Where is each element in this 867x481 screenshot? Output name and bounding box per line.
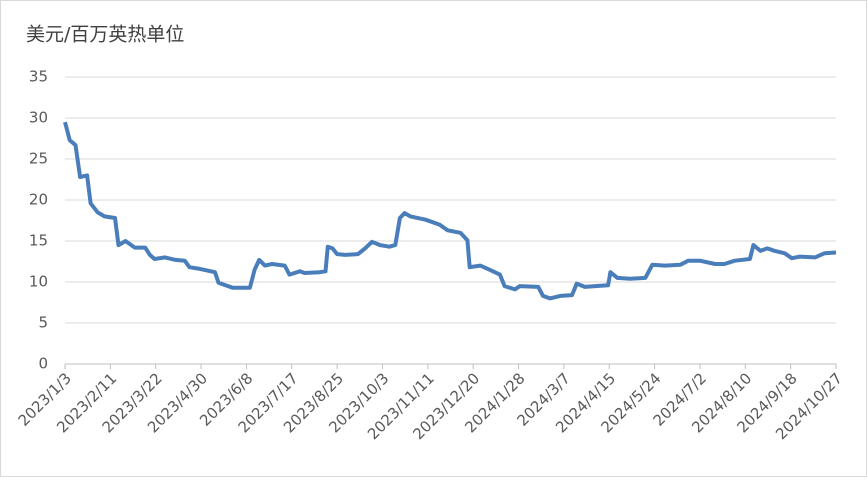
y-tick-label: 0 <box>38 355 48 373</box>
y-tick-label: 20 <box>29 191 48 209</box>
data-line <box>63 121 837 301</box>
y-tick-label: 25 <box>29 150 48 168</box>
chart-title: 美元/百万英热单位 <box>26 24 184 46</box>
y-tick-label: 10 <box>29 273 48 291</box>
y-tick-label: 15 <box>29 232 48 250</box>
y-tick-label: 35 <box>29 68 48 86</box>
y-tick-label: 30 <box>29 109 48 127</box>
y-tick-label: 5 <box>38 314 48 332</box>
